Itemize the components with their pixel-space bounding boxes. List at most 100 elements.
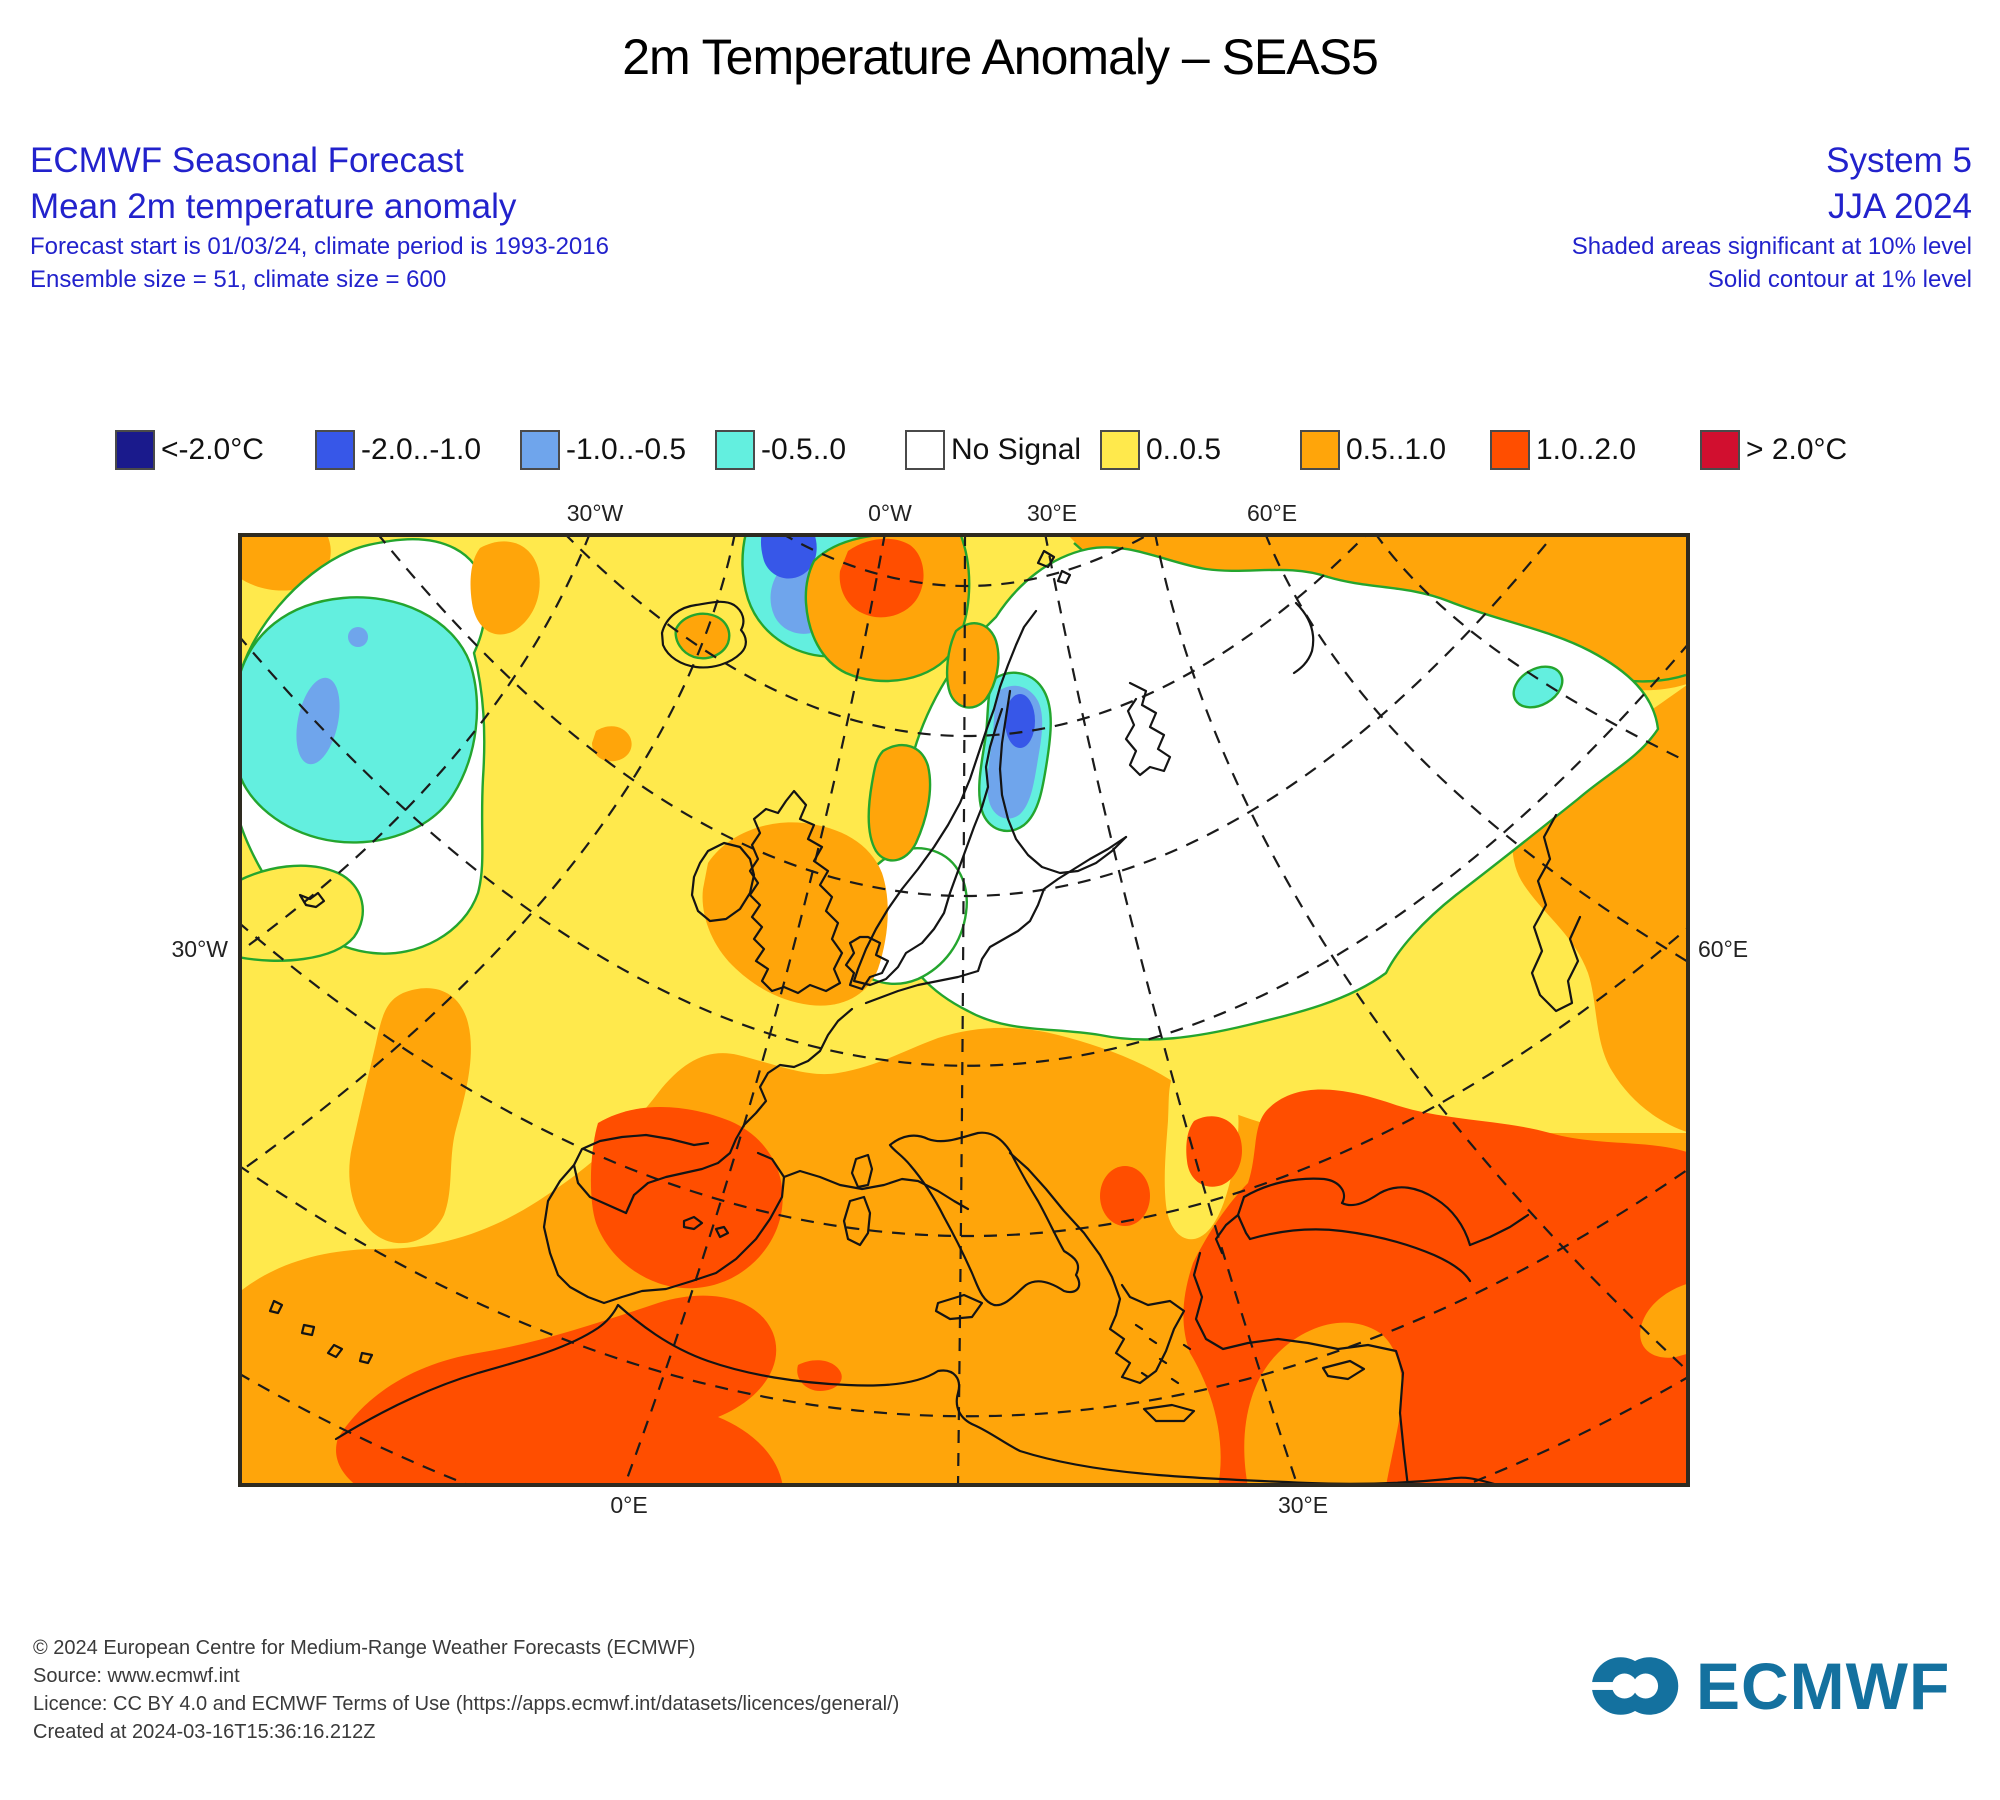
region-no-signal-east bbox=[882, 546, 1660, 1041]
region-hot-blacksea-west bbox=[1186, 1116, 1242, 1187]
coast-aegean-islands bbox=[1134, 1323, 1192, 1385]
parallel-4 bbox=[237, 634, 1691, 1067]
coast-iceland bbox=[660, 600, 747, 669]
coast-black-sea-north bbox=[1242, 1177, 1472, 1247]
coast-caucasus bbox=[1468, 1213, 1530, 1247]
legend-item: -2.0..-1.0 bbox=[315, 428, 481, 472]
coast-italy bbox=[888, 1131, 1081, 1307]
coast-south-france bbox=[782, 1169, 970, 1211]
forecast-info: Forecast start is 01/03/24, climate peri… bbox=[30, 233, 609, 260]
footer: © 2024 European Centre for Medium-Range … bbox=[33, 1634, 899, 1746]
parallel-1 bbox=[780, 532, 1152, 587]
legend-swatch bbox=[115, 430, 155, 470]
legend-swatch bbox=[1100, 430, 1140, 470]
region-warm-atlantic-bulge bbox=[349, 988, 471, 1244]
tick-left-30w: 30°W bbox=[171, 936, 229, 962]
contour-note: Solid contour at 1% level bbox=[1707, 266, 1972, 293]
coast-ireland bbox=[690, 841, 756, 923]
legend-swatch bbox=[1300, 430, 1340, 470]
coast-canaries-madeira bbox=[268, 1299, 374, 1365]
footer-copyright: © 2024 European Centre for Medium-Range … bbox=[33, 1637, 696, 1659]
region-colder-bothnia bbox=[1005, 694, 1035, 748]
region-hot-balkans bbox=[1100, 1166, 1150, 1226]
ecmwf-emblem-icon bbox=[1588, 1657, 1679, 1715]
legend-label: -2.0..-1.0 bbox=[361, 433, 482, 466]
ecmwf-logo: ECMWF bbox=[1588, 1648, 1950, 1724]
legend-item: > 2.0°C bbox=[1700, 428, 1847, 472]
coast-west-europe bbox=[624, 1007, 854, 1215]
coast-bosphorus bbox=[1214, 1195, 1252, 1255]
legend-label: 0..0.5 bbox=[1146, 433, 1222, 466]
meridian-30e bbox=[1043, 532, 1300, 1488]
legend-label: -1.0..-0.5 bbox=[566, 433, 687, 466]
legend-swatch bbox=[1490, 430, 1530, 470]
region-hot-core-top bbox=[839, 538, 924, 618]
map-svg bbox=[236, 531, 1691, 1585]
variable-name: Mean 2m temperature anomaly bbox=[30, 187, 517, 226]
region-warm-iceland bbox=[674, 612, 731, 660]
meridian-15w bbox=[237, 532, 737, 1174]
coast-corsica bbox=[850, 1153, 874, 1189]
header-right: System 5 JJA 2024 Shaded areas significa… bbox=[1572, 138, 1972, 296]
parallel-2 bbox=[563, 532, 1369, 737]
coast-finland bbox=[998, 689, 1128, 875]
meridian-60e bbox=[1263, 532, 1691, 964]
meridian-30w bbox=[237, 532, 592, 954]
coast-faroe bbox=[298, 891, 326, 909]
legend-swatch bbox=[315, 430, 355, 470]
coast-norway bbox=[852, 609, 1038, 987]
legend-item: 0..0.5 bbox=[1100, 428, 1221, 472]
system-label: System 5 bbox=[1826, 141, 1972, 180]
meridian-75e bbox=[1374, 532, 1691, 764]
tick-bottom-30e: 30°E bbox=[1277, 1492, 1329, 1518]
coast-great-britain bbox=[748, 789, 844, 995]
footer-licence: Licence: CC BY 4.0 and ECMWF Terms of Us… bbox=[33, 1693, 900, 1715]
coast-black-sea-south bbox=[1248, 1228, 1472, 1283]
legend-swatch bbox=[715, 430, 755, 470]
tick-top-0w: 0°W bbox=[868, 500, 912, 526]
product-name: ECMWF Seasonal Forecast bbox=[30, 141, 464, 180]
tick-right-60e: 60°E bbox=[1698, 936, 1749, 962]
coast-iberia bbox=[542, 1133, 786, 1305]
legend-label: <-2.0°C bbox=[161, 433, 264, 466]
coastlines bbox=[268, 549, 1582, 1489]
footer-created: Created at 2024-03-16T15:36:16.212Z bbox=[33, 1721, 376, 1743]
coast-balearics bbox=[682, 1215, 730, 1239]
coast-denmark bbox=[844, 935, 890, 991]
legend-label: 0.5..1.0 bbox=[1346, 433, 1447, 466]
coast-crete bbox=[1142, 1403, 1196, 1423]
region-warm-norway-north bbox=[945, 622, 1000, 709]
season-label: JJA 2024 bbox=[1828, 187, 1972, 226]
coast-svalbard bbox=[1036, 549, 1072, 585]
meridian-45e bbox=[1153, 532, 1691, 1374]
parallel-6 bbox=[237, 1164, 1691, 1418]
tick-bottom-0e: 0°E bbox=[610, 1492, 648, 1518]
map-frame bbox=[238, 533, 1690, 1487]
coast-north-africa bbox=[334, 1303, 1500, 1487]
tick-top-60e: 60°E bbox=[1246, 500, 1298, 526]
region-hot-iberia bbox=[590, 1106, 783, 1289]
coast-white-sea bbox=[1124, 681, 1172, 777]
footer-source: Source: www.ecmwf.int bbox=[33, 1665, 240, 1687]
coast-gulf-of-finland bbox=[864, 835, 1128, 1005]
forecast-map bbox=[236, 531, 1691, 1585]
region-cold-spot-nw-2 bbox=[348, 627, 368, 647]
coast-arctic-islands bbox=[1292, 601, 1315, 675]
coast-cyprus bbox=[1321, 1359, 1366, 1381]
coast-sardinia bbox=[842, 1195, 872, 1247]
region-cool-spot-east bbox=[1512, 665, 1564, 709]
tick-top-30w: 30°W bbox=[566, 500, 624, 526]
region-warm-patch-nw bbox=[470, 541, 540, 635]
region-warm-patch-sw-iceland bbox=[592, 726, 632, 762]
legend-item: <-2.0°C bbox=[115, 428, 264, 472]
parallel-5 bbox=[237, 921, 1691, 1238]
ecmwf-logo-text: ECMWF bbox=[1696, 1649, 1951, 1723]
header-left: ECMWF Seasonal Forecast Mean 2m temperat… bbox=[30, 138, 609, 296]
region-cold-spot-nw bbox=[296, 677, 340, 765]
coast-adriatic-balkans bbox=[1008, 1151, 1186, 1385]
parallel-3 bbox=[376, 532, 1556, 897]
coast-caspian bbox=[1530, 813, 1582, 1013]
graticule bbox=[237, 532, 1691, 1585]
legend-label: No Signal bbox=[951, 433, 1082, 466]
region-warm-pocket-east-edge bbox=[1640, 1283, 1690, 1358]
